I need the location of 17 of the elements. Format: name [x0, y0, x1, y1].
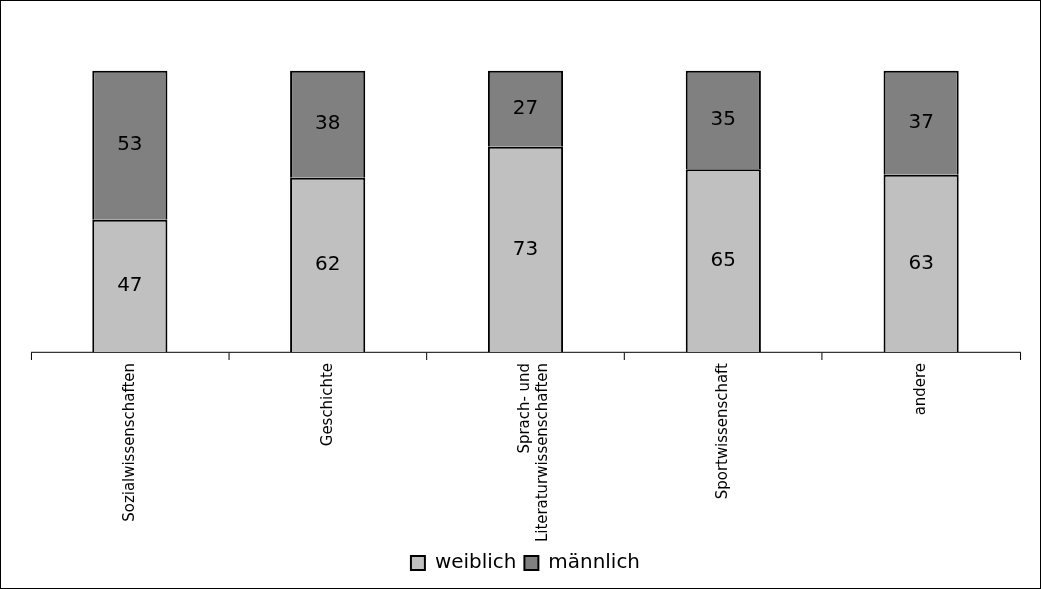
x-tick-label: Geschichte	[317, 363, 336, 447]
x-tick-label: andere	[911, 363, 930, 416]
x-tick-label: Sportwissenschaft	[713, 362, 732, 500]
data-label: 53	[117, 131, 143, 156]
legend-label: weiblich	[434, 549, 517, 574]
legend-label: männlich	[548, 549, 641, 574]
data-label: 37	[908, 109, 934, 133]
data-label: 47	[117, 272, 143, 297]
data-label: 65	[710, 246, 737, 271]
data-label: 35	[710, 106, 737, 131]
data-label: 27	[512, 94, 539, 119]
x-tick-label: Sprach- und Literaturwissenschaften	[515, 363, 552, 543]
x-tick-label: Sozialwissenschaften	[119, 363, 138, 522]
data-label: 62	[314, 251, 341, 276]
data-label: 63	[908, 249, 934, 274]
data-label: 38	[314, 110, 341, 135]
data-label: 73	[512, 235, 539, 260]
